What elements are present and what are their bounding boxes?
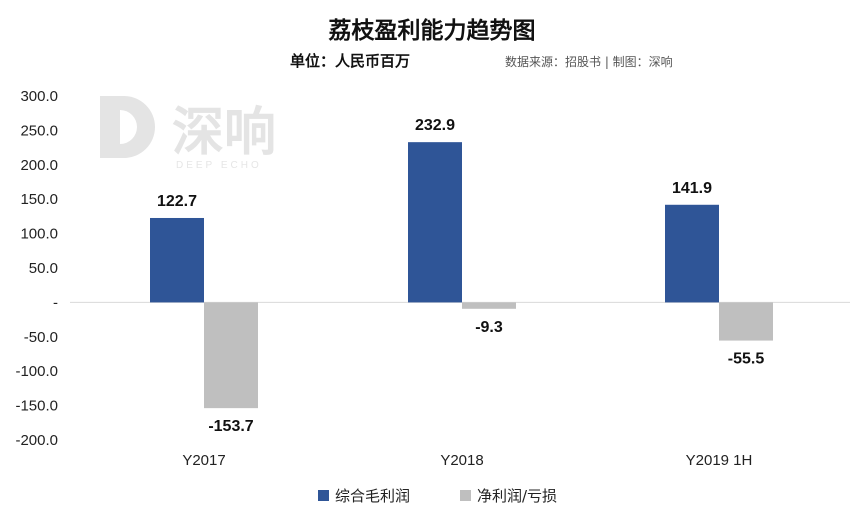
bars: 122.7 232.9 141.9 -153.7 -9.3 -55.5: [150, 117, 773, 435]
bar-gross-profit-1: [408, 142, 462, 303]
legend-swatch: [460, 490, 471, 501]
legend-label: 净利润/亏损: [477, 487, 557, 505]
y-tick-label: -100.0: [15, 363, 58, 380]
y-tick-label: 50.0: [29, 260, 58, 277]
bar-gross-profit-0: [150, 217, 204, 303]
y-tick-label: -200.0: [15, 432, 58, 449]
y-tick-label: 250.0: [20, 122, 58, 139]
y-tick-label: 300.0: [20, 88, 58, 105]
x-tick-label: Y2018: [440, 452, 483, 469]
y-tick-label: 100.0: [20, 226, 58, 243]
bar-gross-profit-2: [665, 204, 719, 303]
y-tick-label: -: [53, 294, 58, 311]
legend-swatch: [318, 490, 329, 501]
bar-net-profit-1: [462, 302, 516, 309]
legend: 综合毛利润 净利润/亏损: [318, 487, 557, 505]
data-label: 122.7: [157, 193, 197, 210]
y-tick-label: 150.0: [20, 191, 58, 208]
bar-net-profit-2: [719, 302, 773, 341]
data-label: -153.7: [208, 418, 253, 435]
chart-title: 荔枝盈利能力趋势图: [329, 17, 536, 44]
legend-label: 综合毛利润: [335, 487, 410, 505]
y-tick-label: -150.0: [15, 398, 58, 415]
data-label: -55.5: [728, 351, 765, 368]
chart-source: 数据来源：招股书 | 制图：深响: [505, 54, 673, 69]
x-tick-label: Y2019 1H: [686, 452, 753, 469]
x-tick-label: Y2017: [182, 452, 225, 469]
data-label: 232.9: [415, 117, 455, 134]
y-tick-label: -50.0: [24, 329, 58, 346]
bar-net-profit-0: [204, 302, 258, 409]
x-axis: Y2017 Y2018 Y2019 1H: [182, 452, 752, 469]
data-label: 141.9: [672, 180, 712, 197]
watermark-name: 深响: [172, 103, 276, 163]
watermark: 深响 DEEP ECHO: [100, 96, 276, 171]
watermark-sub: DEEP ECHO: [176, 160, 262, 171]
y-tick-label: 200.0: [20, 157, 58, 174]
data-label: -9.3: [475, 319, 503, 336]
chart-subtitle: 单位：人民币百万: [290, 52, 410, 70]
